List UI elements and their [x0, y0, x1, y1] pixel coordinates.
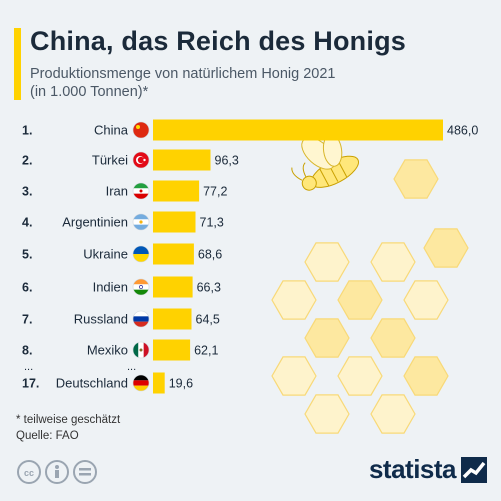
rank-label: 2. [22, 154, 32, 168]
bar-row: 4. Argentinien 71,3 [22, 211, 224, 233]
bar-row: 5. Ukraine 68,6 [22, 243, 222, 265]
statista-logo-icon [461, 456, 487, 483]
source-text: Quelle: FAO [16, 430, 79, 442]
subtitle-line-2: (in 1.000 Tonnen)* [30, 84, 149, 100]
value-label: 62,1 [194, 344, 218, 358]
license-icons: cc [17, 460, 97, 484]
attribution-icon [45, 460, 69, 484]
rank-label: 5. [22, 248, 32, 262]
germany-flag-icon [132, 374, 150, 392]
honeycomb-cell [337, 280, 383, 320]
value-label: 68,6 [198, 248, 222, 262]
value-label: 64,5 [196, 313, 220, 327]
honeycomb-cell [370, 242, 416, 282]
honeycomb-decoration [271, 134, 469, 434]
bar-row: 6. Indien 66,3 [22, 276, 221, 298]
statista-logo[interactable]: statista [369, 454, 487, 485]
svg-text:cc: cc [24, 468, 34, 478]
ukraine-flag-icon [132, 245, 150, 263]
category-label: Argentinien [62, 215, 128, 230]
bars-group: 1. China 486,0 2. Türkei 96,3 3. Iran 77,2 4. Arge… [22, 119, 478, 394]
honeycomb-cell [304, 242, 350, 282]
russia-flag-icon [132, 310, 150, 328]
bee-icon [291, 134, 359, 191]
bar-row: 2. Türkei 96,3 [22, 149, 239, 171]
gap-ellipsis: ... [24, 361, 33, 373]
value-label: 96,3 [215, 154, 239, 168]
argentina-flag-icon [132, 213, 150, 231]
value-label: 486,0 [447, 124, 478, 138]
category-label: Ukraine [83, 247, 128, 262]
category-label: Indien [93, 280, 128, 295]
rank-label: 8. [22, 344, 32, 358]
note-text: * teilweise geschätzt [16, 414, 121, 426]
bar-row: 17. Deutschland 19,6 [22, 372, 193, 394]
bar-row: 3. Iran 77,2 [22, 180, 227, 202]
bar [153, 243, 194, 265]
accent-bar [14, 28, 21, 100]
rank-label: 4. [22, 216, 32, 230]
honeycomb-cell [337, 356, 383, 396]
category-label: Türkei [92, 153, 128, 168]
honeycomb-cell [423, 228, 469, 268]
honeycomb-cell [304, 318, 350, 358]
category-label: China [94, 123, 129, 138]
chart-title: China, das Reich des Honigs [30, 26, 406, 56]
footnote: * teilweise geschätzt Quelle: FAO [16, 412, 120, 444]
honeycomb-cell [304, 394, 350, 434]
gap-ellipsis: ... [127, 361, 136, 373]
subtitle-line-1: Produktionsmenge von natürlichem Honig 2… [30, 66, 336, 82]
rank-label: 3. [22, 185, 32, 199]
logo-text: statista [368, 454, 457, 484]
bar [153, 308, 192, 330]
category-label: Iran [106, 184, 128, 199]
honeycomb-cell [370, 318, 416, 358]
bar [153, 339, 191, 361]
category-label: Russland [74, 312, 128, 327]
bar [153, 180, 200, 202]
honeycomb-cell [393, 159, 439, 199]
bar-row: 1. China 486,0 [22, 119, 478, 141]
honeycomb-cell [370, 394, 416, 434]
honeycomb-cell [403, 356, 449, 396]
bar [153, 276, 193, 298]
cc-icon: cc [17, 460, 41, 484]
rank-label: 1. [22, 124, 32, 138]
mexico-flag-icon [132, 341, 150, 359]
category-label: Mexiko [87, 343, 128, 358]
india-flag-icon [132, 278, 150, 296]
bar [153, 119, 443, 141]
value-label: 77,2 [203, 185, 227, 199]
iran-flag-icon [132, 182, 150, 200]
china-flag-icon [132, 121, 150, 139]
turkey-flag-icon [132, 151, 150, 169]
rank-label: 6. [22, 281, 32, 295]
chart-subtitle: Produktionsmenge von natürlichem Honig 2… [30, 65, 336, 101]
no-derivatives-icon [73, 460, 97, 484]
bar [153, 372, 165, 394]
honeycomb-cell [271, 280, 317, 320]
rank-label: 17. [22, 377, 39, 391]
rank-label: 7. [22, 313, 32, 327]
category-label: Deutschland [56, 376, 128, 391]
bar [153, 149, 211, 171]
value-label: 19,6 [169, 377, 193, 391]
value-label: 66,3 [197, 281, 221, 295]
honeycomb-cell [403, 280, 449, 320]
bar-row: 8. Mexiko 62,1 [22, 339, 218, 361]
bar-row: 7. Russland 64,5 [22, 308, 220, 330]
honeycomb-cell [271, 356, 317, 396]
value-label: 71,3 [200, 216, 224, 230]
bar [153, 211, 196, 233]
